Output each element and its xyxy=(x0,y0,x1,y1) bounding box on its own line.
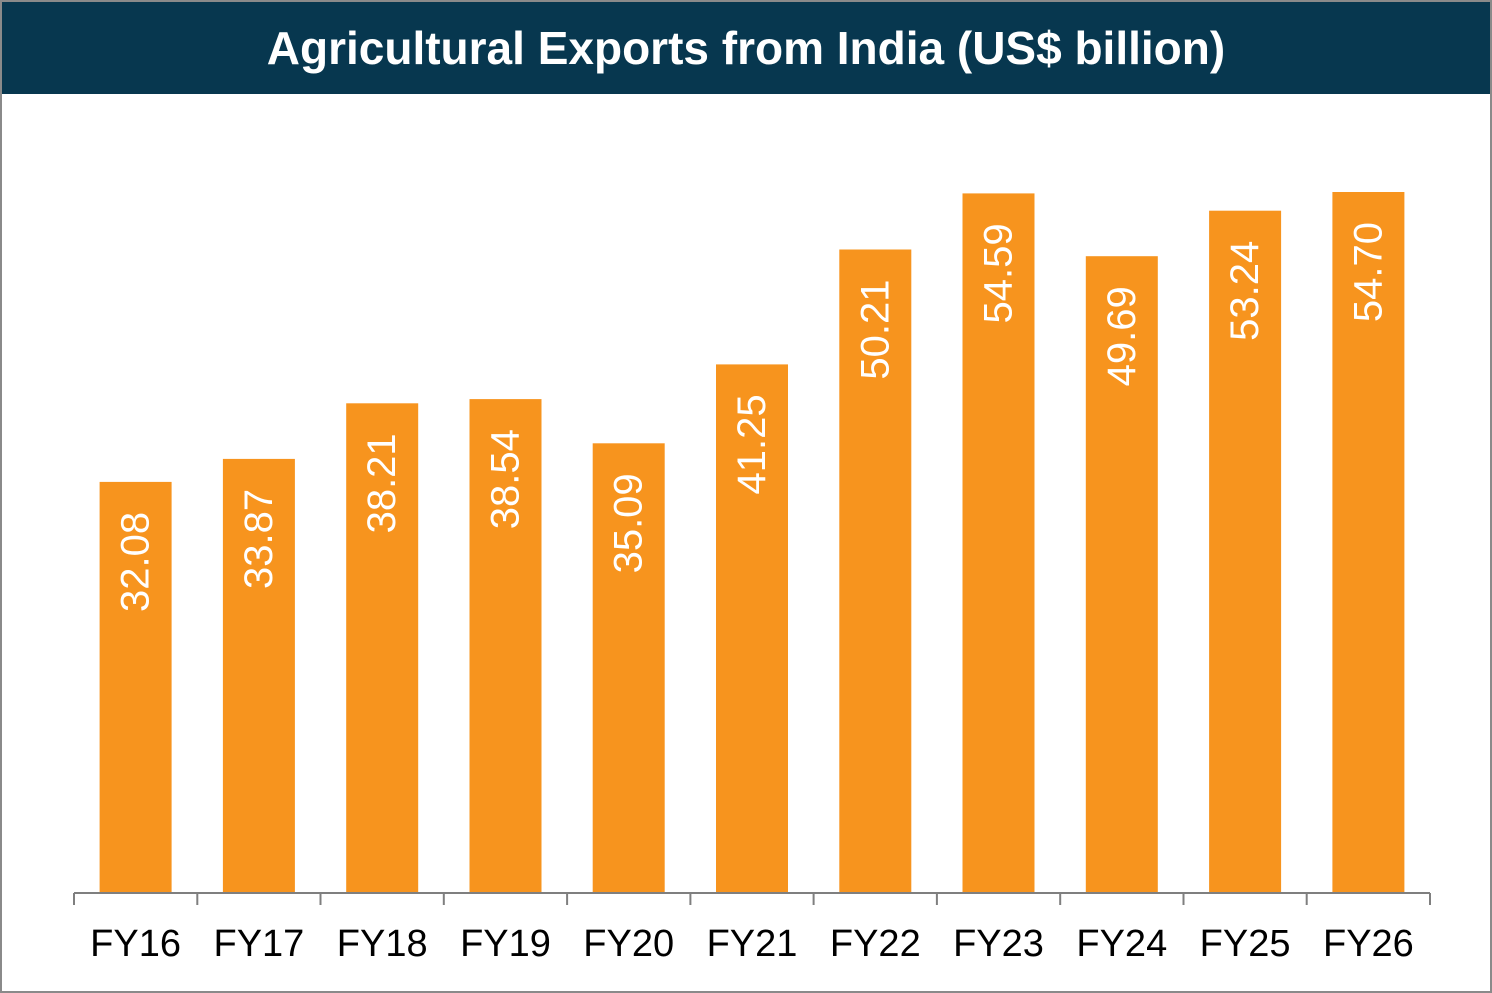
bar-fy19 xyxy=(469,399,542,893)
x-tick-label-fy22: FY22 xyxy=(830,923,921,965)
data-label-fy18: 38.21 xyxy=(360,433,404,533)
data-label-fy26: 54.70 xyxy=(1346,222,1390,322)
data-label-fy22: 50.21 xyxy=(853,280,897,380)
x-tick-label-fy23: FY23 xyxy=(953,923,1044,965)
bar-fy24 xyxy=(1085,256,1158,893)
bar-fy20 xyxy=(592,443,665,893)
x-tick-label-fy16: FY16 xyxy=(90,923,181,965)
x-tick-label-fy26: FY26 xyxy=(1323,923,1414,965)
bar-fy21 xyxy=(716,364,788,893)
bar-fy22 xyxy=(839,249,912,893)
data-label-fy16: 32.08 xyxy=(114,512,158,612)
data-label-fy24: 49.69 xyxy=(1100,286,1144,386)
bar-fy26 xyxy=(1332,192,1405,893)
x-tick-label-fy21: FY21 xyxy=(707,923,798,965)
data-label-fy17: 33.87 xyxy=(237,489,281,589)
data-label-fy25: 53.24 xyxy=(1223,241,1267,341)
data-label-fy23: 54.59 xyxy=(977,223,1021,323)
x-tick-label-fy24: FY24 xyxy=(1076,923,1167,965)
data-label-fy20: 35.09 xyxy=(607,473,651,573)
x-tick-label-fy25: FY25 xyxy=(1200,923,1291,965)
data-label-fy21: 41.25 xyxy=(730,394,774,494)
bar-fy25 xyxy=(1209,210,1282,893)
chart-title-bar: Agricultural Exports from India (US$ bil… xyxy=(2,2,1490,94)
bar-fy23 xyxy=(962,193,1035,893)
x-tick-label-fy17: FY17 xyxy=(213,923,304,965)
x-tick-label-fy20: FY20 xyxy=(583,923,674,965)
bar-fy17 xyxy=(222,458,295,893)
bar-fy18 xyxy=(346,403,419,893)
bar-fy16 xyxy=(99,481,172,893)
x-tick-label-fy18: FY18 xyxy=(337,923,428,965)
data-label-fy19: 38.54 xyxy=(484,429,528,529)
chart-title: Agricultural Exports from India (US$ bil… xyxy=(266,22,1226,74)
x-tick-label-fy19: FY19 xyxy=(460,923,551,965)
